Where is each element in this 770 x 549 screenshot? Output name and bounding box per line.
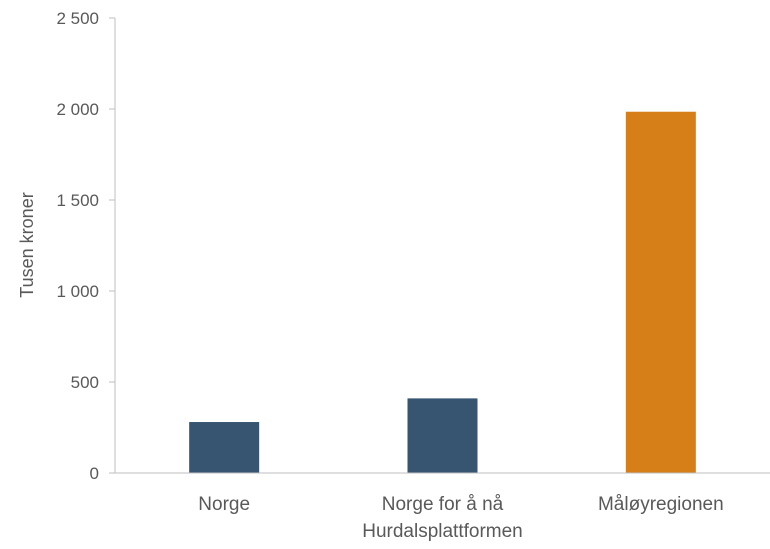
- y-axis-title: Tusen kroner: [17, 192, 37, 297]
- x-category-label: Norge: [198, 494, 250, 515]
- y-tick-label: 0: [90, 464, 99, 483]
- y-tick-label: 2 000: [56, 100, 99, 119]
- y-tick-label: 1 500: [56, 191, 99, 210]
- x-category-label: Norge for å nå: [382, 494, 504, 515]
- bar: [407, 398, 478, 473]
- x-category-label: Måløyregionen: [598, 494, 724, 515]
- bar: [189, 422, 260, 473]
- y-tick-label: 1 000: [56, 282, 99, 301]
- x-category-label: Hurdalsplattformen: [362, 521, 523, 542]
- bar: [625, 111, 696, 473]
- y-axis-ticks: 0 500 1 000 1 500 2 000 2 500: [56, 9, 115, 483]
- y-tick-label: 2 500: [56, 9, 99, 28]
- bars: [189, 111, 696, 473]
- y-tick-label: 500: [71, 373, 99, 392]
- x-axis-labels: Norge Norge for å nå Hurdalsplattformen Mål…: [198, 494, 723, 542]
